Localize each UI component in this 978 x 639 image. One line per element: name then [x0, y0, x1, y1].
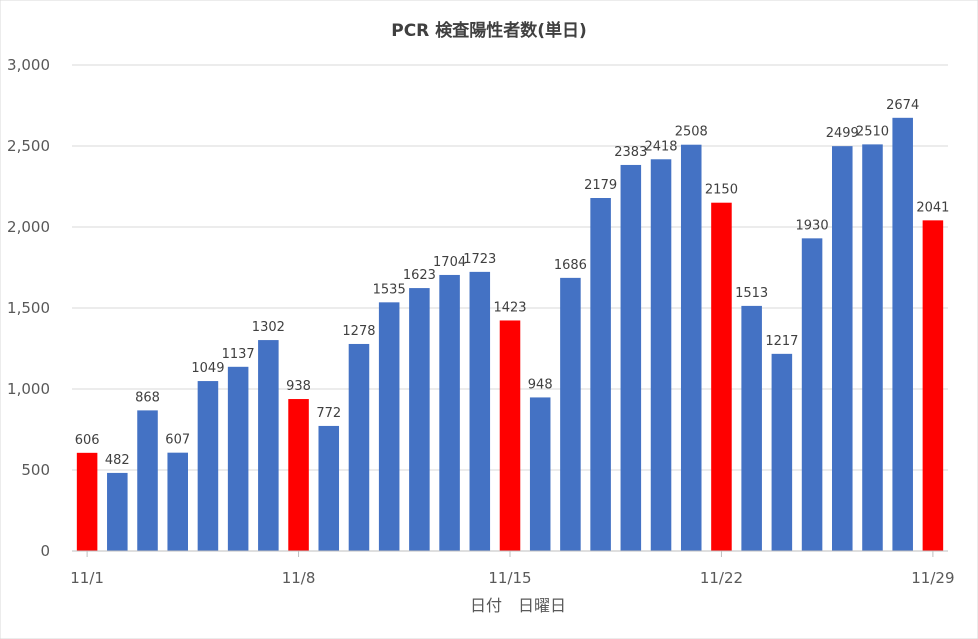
bar	[137, 410, 158, 551]
bar	[922, 220, 944, 551]
data-label: 2179	[584, 178, 617, 193]
data-label: 482	[105, 453, 130, 468]
data-label: 1930	[796, 218, 829, 233]
data-label: 2150	[705, 183, 738, 198]
bar	[469, 271, 491, 551]
data-label: 1217	[765, 334, 798, 349]
data-label: 1513	[735, 286, 768, 301]
x-axis-title: 日付 日曜日	[470, 596, 566, 615]
x-tick-label: 11/15	[488, 569, 531, 587]
bar	[499, 320, 521, 551]
y-tick-label: 2,000	[7, 218, 50, 236]
bar	[801, 238, 823, 551]
data-label: 607	[165, 433, 190, 448]
data-label: 1704	[433, 255, 466, 270]
data-label: 1278	[342, 324, 375, 339]
y-tick-label: 1,000	[7, 380, 50, 398]
x-axis-ticks: 11/1 11/8 11/15 11/22 11/29	[70, 551, 955, 587]
bar	[771, 353, 793, 551]
data-label: 2418	[644, 139, 677, 154]
y-tick-label: 3,000	[7, 56, 50, 74]
data-label: 1535	[373, 282, 406, 297]
bar	[560, 277, 581, 551]
bar	[711, 202, 732, 551]
bar	[650, 159, 672, 551]
bar	[348, 343, 370, 551]
bar	[439, 274, 460, 551]
bar	[620, 164, 642, 552]
bar	[590, 198, 611, 551]
bar	[258, 340, 279, 551]
data-label: 1686	[554, 258, 587, 273]
data-label: 2499	[826, 126, 859, 141]
data-label: 2041	[916, 200, 949, 215]
y-axis-ticks: 0 500 1,000 1,500 2,000 2,500 3,000	[7, 56, 50, 560]
bar	[378, 302, 400, 551]
bar	[288, 399, 309, 551]
data-label: 1423	[493, 300, 526, 315]
chart-title: PCR 検査陽性者数(単日)	[391, 20, 586, 41]
data-label: 1623	[403, 268, 436, 283]
data-label: 2510	[856, 124, 889, 139]
data-label: 2383	[614, 145, 647, 160]
bar	[76, 452, 98, 551]
y-tick-label: 1,500	[7, 299, 50, 317]
bar	[892, 117, 913, 551]
data-label: 938	[286, 379, 311, 394]
data-label: 1049	[191, 361, 224, 376]
x-tick-label: 11/1	[70, 569, 104, 587]
x-tick-label: 11/22	[700, 569, 743, 587]
data-label: 948	[528, 377, 553, 392]
data-label: 868	[135, 390, 160, 405]
bar	[862, 144, 883, 551]
bars	[76, 117, 944, 552]
bar	[167, 452, 188, 551]
bar	[409, 288, 430, 551]
x-tick-label: 11/8	[282, 569, 316, 587]
y-tick-label: 0	[40, 542, 50, 560]
bar	[318, 425, 340, 551]
data-label: 1302	[252, 320, 285, 335]
data-label: 2674	[886, 98, 919, 113]
y-tick-label: 2,500	[7, 137, 50, 155]
bar	[680, 144, 702, 552]
data-label: 606	[75, 433, 100, 448]
bar	[741, 305, 762, 551]
bar	[197, 381, 219, 551]
bar	[832, 146, 853, 552]
data-label: 2508	[675, 125, 708, 140]
data-label: 772	[316, 406, 341, 421]
bar	[529, 397, 551, 551]
bar	[227, 366, 249, 551]
x-tick-label: 11/29	[911, 569, 954, 587]
y-tick-label: 500	[21, 461, 50, 479]
data-label: 1137	[222, 347, 255, 362]
data-labels: 6064828686071049113713029387721278153516…	[75, 98, 950, 468]
data-label: 1723	[463, 252, 496, 267]
bar	[107, 472, 128, 551]
